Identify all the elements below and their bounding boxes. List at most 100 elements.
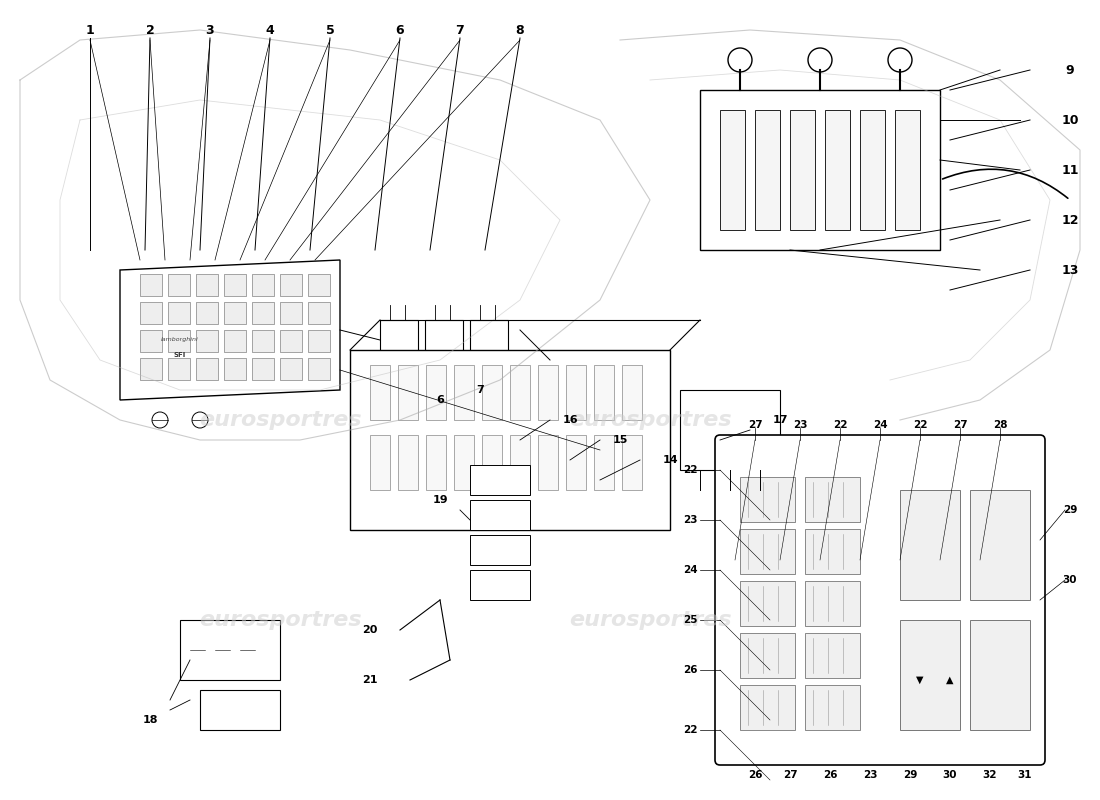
Bar bbox=[426, 435, 446, 490]
Text: eurosportres: eurosportres bbox=[569, 410, 732, 430]
Bar bbox=[482, 365, 502, 420]
Text: 15: 15 bbox=[613, 435, 628, 445]
Bar bbox=[140, 274, 162, 296]
Text: 2: 2 bbox=[145, 23, 154, 37]
Bar bbox=[180, 620, 280, 680]
Text: 32: 32 bbox=[982, 770, 998, 780]
Text: ▼: ▼ bbox=[916, 675, 924, 685]
Bar bbox=[805, 633, 860, 678]
Bar bbox=[426, 365, 446, 420]
Bar bbox=[308, 302, 330, 324]
Text: 7: 7 bbox=[476, 385, 484, 395]
Text: 6: 6 bbox=[436, 395, 444, 405]
Bar bbox=[398, 365, 418, 420]
Text: 23: 23 bbox=[862, 770, 878, 780]
Text: 12: 12 bbox=[1062, 214, 1079, 226]
Bar bbox=[482, 435, 502, 490]
Text: 30: 30 bbox=[1063, 575, 1077, 585]
Text: 8: 8 bbox=[516, 23, 525, 37]
Bar bbox=[970, 620, 1030, 730]
Bar bbox=[308, 330, 330, 352]
Bar bbox=[538, 435, 558, 490]
Text: 30: 30 bbox=[943, 770, 957, 780]
Text: 24: 24 bbox=[683, 565, 697, 575]
Bar bbox=[566, 435, 586, 490]
Bar bbox=[308, 358, 330, 380]
Text: 13: 13 bbox=[1062, 263, 1079, 277]
Bar bbox=[470, 500, 530, 530]
Text: 29: 29 bbox=[1063, 505, 1077, 515]
Bar bbox=[895, 110, 920, 230]
Bar bbox=[621, 365, 642, 420]
Bar bbox=[740, 581, 795, 626]
Text: 28: 28 bbox=[992, 420, 1008, 430]
Bar bbox=[168, 302, 190, 324]
Text: 27: 27 bbox=[783, 770, 798, 780]
Bar bbox=[425, 320, 463, 370]
Bar bbox=[825, 110, 850, 230]
Bar bbox=[370, 365, 390, 420]
Text: eurosportres: eurosportres bbox=[569, 610, 732, 630]
Bar bbox=[168, 330, 190, 352]
Bar bbox=[168, 358, 190, 380]
Bar bbox=[470, 465, 530, 495]
Bar bbox=[740, 477, 795, 522]
Text: 24: 24 bbox=[872, 420, 888, 430]
Bar bbox=[594, 365, 614, 420]
Text: 22: 22 bbox=[913, 420, 927, 430]
Bar bbox=[510, 365, 530, 420]
Text: 3: 3 bbox=[206, 23, 214, 37]
Bar bbox=[470, 535, 530, 565]
Text: 10: 10 bbox=[1062, 114, 1079, 126]
Text: 1: 1 bbox=[86, 23, 95, 37]
Bar bbox=[790, 110, 815, 230]
Text: 23: 23 bbox=[683, 515, 697, 525]
Bar bbox=[252, 302, 274, 324]
Bar bbox=[140, 358, 162, 380]
Text: 22: 22 bbox=[683, 725, 697, 735]
Bar bbox=[621, 435, 642, 490]
Bar bbox=[740, 685, 795, 730]
Text: 11: 11 bbox=[1062, 163, 1079, 177]
Bar bbox=[700, 90, 940, 250]
Text: ▲: ▲ bbox=[946, 675, 954, 685]
Text: 21: 21 bbox=[362, 675, 377, 685]
Text: 14: 14 bbox=[662, 455, 678, 465]
Bar bbox=[140, 330, 162, 352]
Bar bbox=[379, 320, 418, 370]
Bar bbox=[805, 685, 860, 730]
Bar bbox=[720, 110, 745, 230]
Text: 31: 31 bbox=[1018, 770, 1032, 780]
Text: SFI: SFI bbox=[174, 352, 186, 358]
Bar bbox=[470, 570, 530, 600]
Bar bbox=[280, 330, 302, 352]
Text: 26: 26 bbox=[683, 665, 697, 675]
Bar bbox=[224, 274, 246, 296]
Bar bbox=[224, 330, 246, 352]
Text: lamborghini: lamborghini bbox=[161, 338, 199, 342]
Text: eurosportres: eurosportres bbox=[199, 410, 361, 430]
Text: 25: 25 bbox=[683, 615, 697, 625]
Bar bbox=[280, 302, 302, 324]
Bar bbox=[280, 274, 302, 296]
Bar bbox=[196, 302, 218, 324]
Bar bbox=[900, 490, 960, 600]
Text: 27: 27 bbox=[953, 420, 967, 430]
Bar bbox=[805, 529, 860, 574]
Bar bbox=[755, 110, 780, 230]
Text: 4: 4 bbox=[265, 23, 274, 37]
Bar bbox=[252, 358, 274, 380]
Bar bbox=[860, 110, 886, 230]
Bar bbox=[594, 435, 614, 490]
Text: 22: 22 bbox=[683, 465, 697, 475]
Bar bbox=[454, 435, 474, 490]
Text: 17: 17 bbox=[772, 415, 788, 425]
Bar bbox=[740, 633, 795, 678]
Bar bbox=[252, 274, 274, 296]
Text: 20: 20 bbox=[362, 625, 377, 635]
Text: eurosportres: eurosportres bbox=[199, 610, 361, 630]
Text: 27: 27 bbox=[748, 420, 762, 430]
Bar bbox=[538, 365, 558, 420]
Bar bbox=[252, 330, 274, 352]
Bar bbox=[566, 365, 586, 420]
